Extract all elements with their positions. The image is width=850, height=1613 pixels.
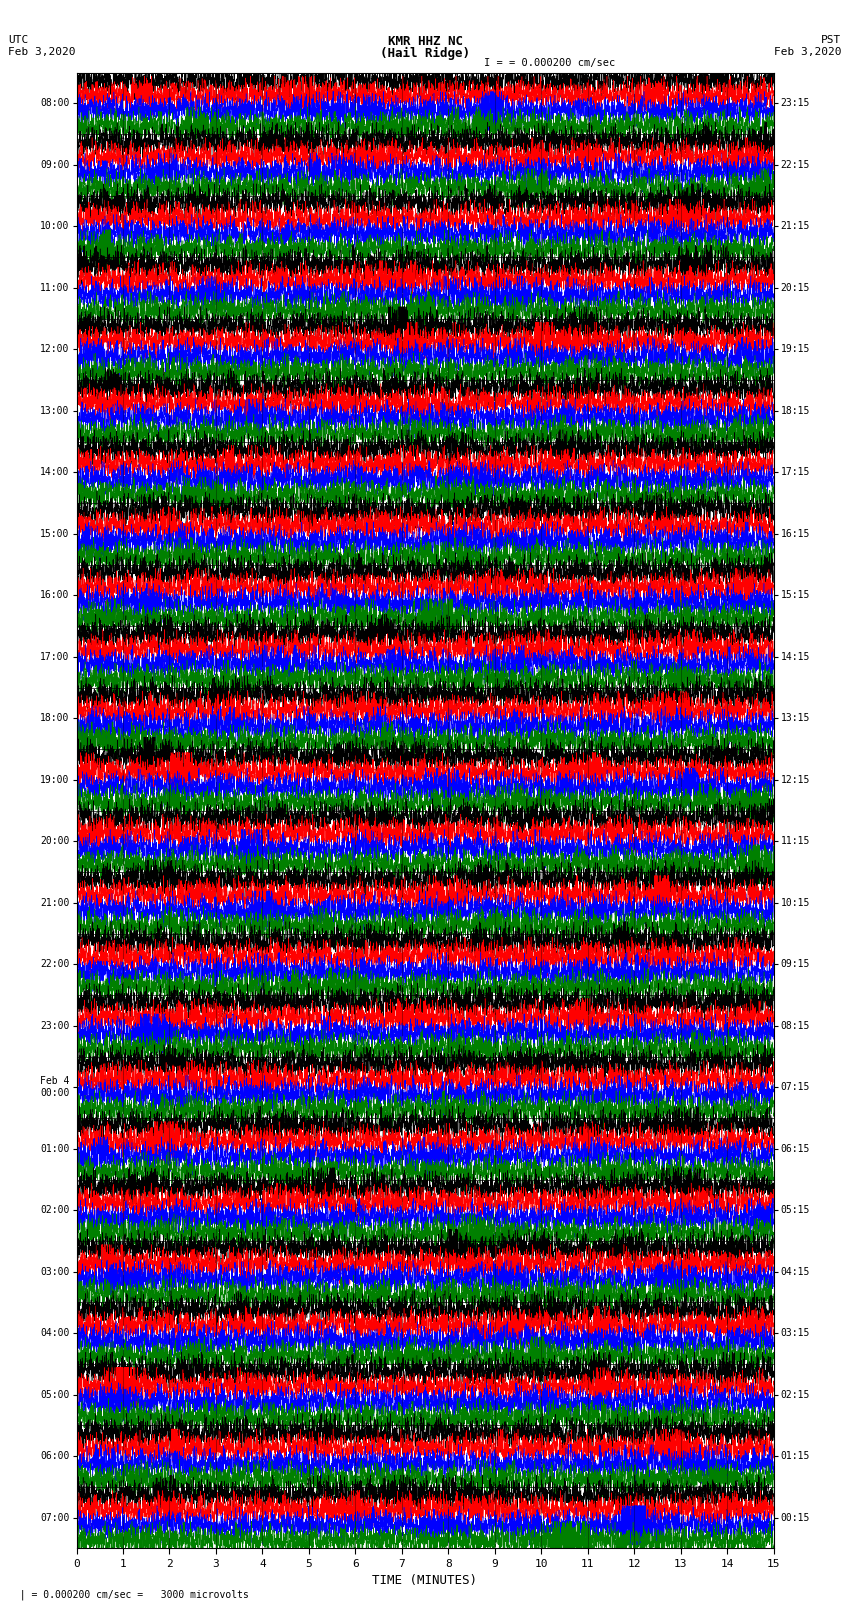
Text: KMR HHZ NC: KMR HHZ NC — [388, 35, 462, 48]
Text: | = 0.000200 cm/sec =   3000 microvolts: | = 0.000200 cm/sec = 3000 microvolts — [8, 1589, 249, 1600]
Text: UTC: UTC — [8, 35, 29, 45]
Text: (Hail Ridge): (Hail Ridge) — [380, 47, 470, 60]
Text: Feb 3,2020: Feb 3,2020 — [774, 47, 842, 56]
Text: I = = 0.000200 cm/sec: I = = 0.000200 cm/sec — [484, 58, 615, 68]
Text: Feb 3,2020: Feb 3,2020 — [8, 47, 76, 56]
X-axis label: TIME (MINUTES): TIME (MINUTES) — [372, 1574, 478, 1587]
Text: PST: PST — [821, 35, 842, 45]
